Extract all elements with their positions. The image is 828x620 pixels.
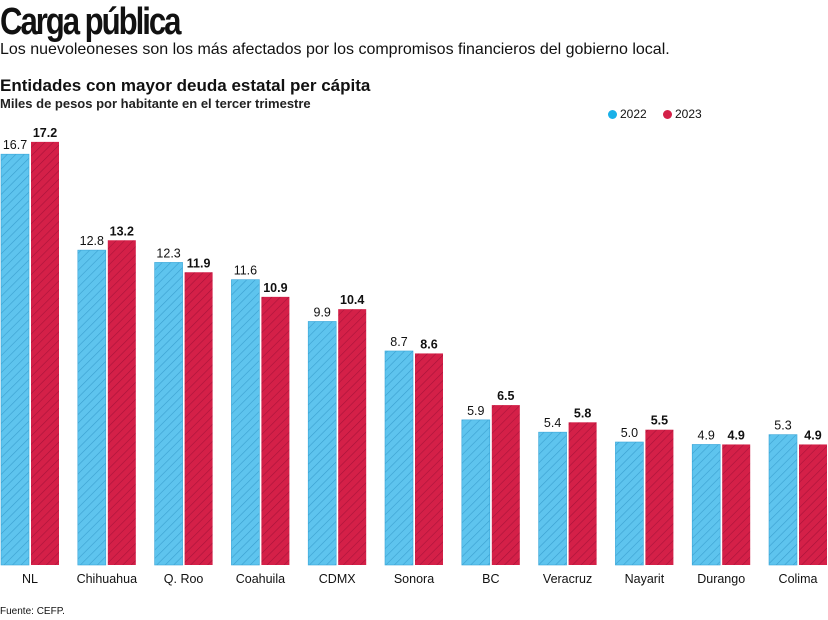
category-label: Sonora — [394, 572, 434, 586]
data-label-2022: 8.7 — [390, 335, 407, 349]
category-label: Colima — [779, 572, 818, 586]
bar-2022-cdmx — [307, 321, 337, 566]
data-label-2022: 5.9 — [467, 404, 484, 418]
category-label: Veracruz — [543, 572, 592, 586]
bar-2022-colima — [768, 434, 798, 566]
data-label-2023: 13.2 — [110, 224, 134, 238]
legend-dot-2022 — [608, 109, 617, 119]
legend-dot-2023 — [663, 109, 672, 119]
data-label-2023: 10.9 — [263, 281, 287, 295]
bar-2023-colima — [799, 444, 827, 565]
data-label-2023: 10.4 — [340, 293, 364, 307]
bar-2023-nl — [31, 141, 59, 565]
bar-2023-bc — [491, 405, 520, 565]
data-label-2022: 5.3 — [774, 419, 791, 433]
category-label: Nayarit — [625, 572, 665, 586]
data-label-2022: 5.4 — [544, 416, 561, 430]
page-subtitle: Los nuevoleoneses son los más afectados … — [0, 41, 670, 58]
data-label-2022: 9.9 — [314, 305, 331, 319]
data-label-2022: 5.0 — [621, 426, 638, 440]
bar-2022-coahuila — [231, 279, 260, 566]
category-label: CDMX — [319, 572, 356, 586]
chart-subtitle: Miles de pesos por habitante en el terce… — [0, 96, 311, 111]
legend-item-2022: 2022 — [608, 107, 647, 121]
category-label: Coahuila — [236, 572, 285, 586]
data-label-2022: 11.6 — [234, 264, 257, 278]
bar-2022-veracruz — [538, 431, 567, 566]
page-title: Carga pública — [0, 1, 181, 43]
category-label: NL — [22, 572, 38, 586]
data-label-2022: 4.9 — [698, 428, 715, 442]
data-label-2022: 16.7 — [3, 138, 27, 152]
bar-2022-chihuahua — [77, 249, 107, 566]
legend-label: 2023 — [675, 107, 702, 121]
data-label-2023: 6.5 — [497, 389, 514, 403]
data-label-2023: 8.6 — [420, 337, 437, 351]
legend-item-2023: 2023 — [663, 107, 702, 121]
bar-2023-qroo — [184, 272, 213, 565]
data-label-2023: 4.9 — [804, 428, 821, 442]
bar-2022-sonora — [384, 350, 414, 566]
category-label: BC — [482, 572, 499, 586]
data-label-2022: 12.3 — [156, 246, 180, 260]
bar-2023-nayarit — [645, 429, 674, 565]
bar-2022-qroo — [154, 262, 183, 566]
bar-2023-sonora — [415, 353, 443, 565]
bar-2023-coahuila — [261, 296, 290, 565]
bar-2022-nayarit — [615, 441, 644, 566]
bar-2023-chihuahua — [107, 240, 136, 565]
data-label-2022: 12.8 — [80, 234, 104, 248]
legend-label: 2022 — [620, 107, 647, 121]
source-note: Fuente: CEFP. — [0, 606, 65, 617]
data-label-2023: 17.2 — [33, 126, 57, 140]
data-label-2023: 5.5 — [651, 414, 668, 428]
bar-2022-durango — [691, 444, 721, 566]
category-label: Durango — [697, 572, 745, 586]
category-label: Chihuahua — [77, 572, 138, 586]
category-label: Q. Roo — [164, 572, 204, 586]
data-label-2023: 5.8 — [574, 406, 591, 420]
chart-title: Entidades con mayor deuda estatal per cá… — [0, 76, 371, 95]
data-label-2023: 11.9 — [187, 256, 211, 270]
data-label-2023: 4.9 — [728, 428, 745, 442]
bar-2023-cdmx — [338, 309, 367, 565]
bar-2023-veracruz — [568, 422, 597, 565]
bar-2022-bc — [461, 419, 491, 566]
bar-2023-durango — [722, 444, 751, 565]
bar-2022-nl — [0, 153, 30, 566]
